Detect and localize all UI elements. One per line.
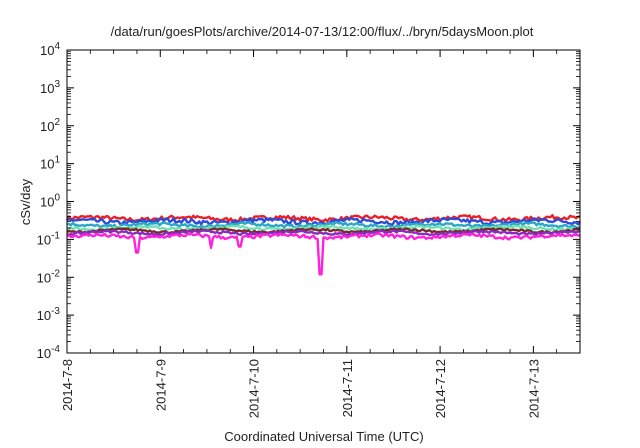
x-tick-label: 2014-7-11 — [340, 359, 355, 417]
y-tick-label: 10-4 — [37, 344, 61, 361]
y-axis-ticks: 10-4 10-3 10-2 10-1 100 101 102 103 104 — [37, 41, 580, 361]
y-tick-label: 104 — [40, 41, 60, 58]
series-line — [65, 213, 581, 223]
y-tick-label: 10-1 — [37, 230, 61, 247]
plot-series — [65, 213, 581, 276]
series-line — [66, 229, 581, 237]
series-line — [66, 216, 581, 227]
y-tick-label: 100 — [40, 193, 60, 210]
x-axis-ticks: 2014-7-8 2014-7-9 2014-7-10 2014-7-11 2014-7… — [60, 50, 558, 418]
x-tick-label: 2014-7-8 — [60, 359, 75, 411]
x-tick-label: 2014-7-9 — [153, 359, 168, 411]
x-tick-label: 2014-7-12 — [433, 359, 448, 418]
y-axis-label: cSv/day — [18, 178, 33, 225]
y-tick-label: 101 — [40, 155, 60, 172]
y-tick-label: 10-2 — [37, 268, 61, 285]
x-tick-label: 2014-7-10 — [247, 359, 262, 418]
y-tick-label: 102 — [40, 117, 60, 134]
x-tick-label: 2014-7-13 — [526, 359, 541, 418]
plot-frame — [66, 49, 581, 354]
series-line — [66, 232, 581, 276]
chart-title: /data/run/goesPlots/archive/2014-07-13/1… — [111, 24, 534, 39]
y-tick-label: 103 — [40, 79, 60, 96]
y-tick-label: 10-3 — [37, 306, 61, 323]
series-line — [66, 224, 581, 232]
x-axis-label: Coordinated Universal Time (UTC) — [224, 429, 423, 444]
series-line — [66, 227, 581, 235]
